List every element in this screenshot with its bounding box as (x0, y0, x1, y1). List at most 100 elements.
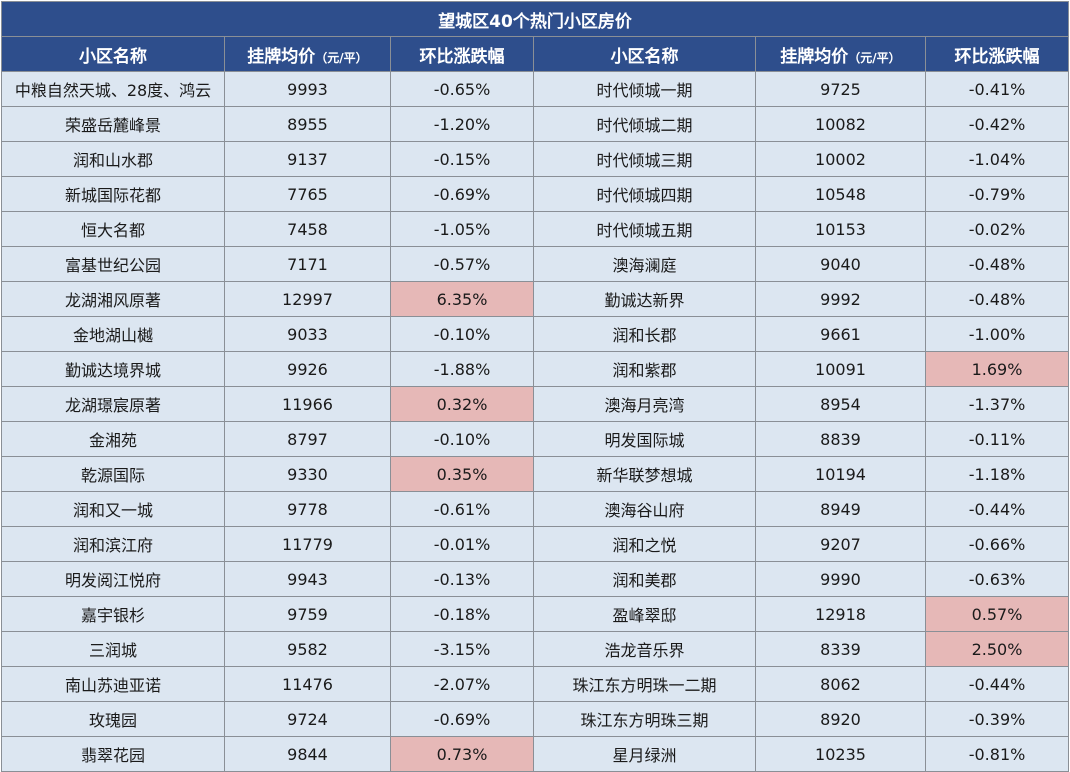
right-name-cell: 润和之悦 (533, 526, 756, 562)
left-name-cell: 中粮自然天城、28度、鸿云 (1, 71, 225, 107)
left-change-cell: -0.10% (390, 316, 534, 352)
left-name-cell: 勤诚达境界城 (1, 351, 225, 387)
left-name-cell: 三润城 (1, 631, 225, 667)
left-price-cell: 9943 (224, 561, 391, 597)
left-name-cell: 新城国际花都 (1, 176, 225, 212)
table-row: 润和山水郡 9137 -0.15% 时代倾城三期 10002 -1.04% (1, 141, 1070, 177)
right-price-cell: 10548 (755, 176, 926, 212)
right-name-cell: 润和紫郡 (533, 351, 756, 387)
right-price-cell: 8949 (755, 491, 926, 527)
table-row: 荣盛岳麓峰景 8955 -1.20% 时代倾城二期 10082 -0.42% (1, 106, 1070, 142)
left-change-cell: -0.10% (390, 421, 534, 457)
right-change-cell: -1.18% (924, 456, 1070, 492)
left-price-cell: 9724 (224, 701, 391, 737)
table-row: 勤诚达境界城 9926 -1.88% 润和紫郡 10091 1.69% (1, 351, 1070, 387)
left-name-cell: 嘉宇银杉 (1, 596, 225, 632)
right-price-cell: 10235 (755, 736, 926, 772)
right-name-cell: 勤诚达新界 (533, 281, 756, 317)
right-change-cell-rise: 2.50% (924, 631, 1070, 667)
table-row: 新城国际花都 7765 -0.69% 时代倾城四期 10548 -0.79% (1, 176, 1070, 212)
left-price-cell: 9844 (224, 736, 391, 772)
left-price-cell: 8955 (224, 106, 391, 142)
table-row: 南山苏迪亚诺 11476 -2.07% 珠江东方明珠一二期 8062 -0.44% (1, 666, 1070, 702)
right-change-cell: -0.48% (924, 281, 1070, 317)
table-row: 明发阅江悦府 9943 -0.13% 润和美郡 9990 -0.63% (1, 561, 1070, 597)
left-name-cell: 乾源国际 (1, 456, 225, 492)
right-price-cell: 9661 (755, 316, 926, 352)
right-price-cell: 8339 (755, 631, 926, 667)
left-price-cell: 9137 (224, 141, 391, 177)
left-price-cell: 12997 (224, 281, 391, 317)
left-change-cell: -0.18% (390, 596, 534, 632)
header-price-label: 挂牌均价 (247, 46, 316, 67)
right-price-cell: 9207 (755, 526, 926, 562)
right-price-cell: 8839 (755, 421, 926, 457)
left-name-cell: 润和山水郡 (1, 141, 225, 177)
left-change-cell: -0.57% (390, 246, 534, 282)
left-price-cell: 7171 (224, 246, 391, 282)
left-name-cell: 翡翠花园 (1, 736, 225, 772)
right-price-cell: 8920 (755, 701, 926, 737)
header-price-unit: （元/平） (848, 50, 901, 65)
table-row: 翡翠花园 9844 0.73% 星月绿洲 10235 -0.81% (1, 736, 1070, 772)
left-change-cell: -3.15% (390, 631, 534, 667)
table-row: 金地湖山樾 9033 -0.10% 润和长郡 9661 -1.00% (1, 316, 1070, 352)
right-change-cell: -0.81% (924, 736, 1070, 772)
left-change-cell: -0.61% (390, 491, 534, 527)
right-change-cell: -1.04% (924, 141, 1070, 177)
left-change-cell-rise: 0.32% (390, 386, 534, 422)
left-price-cell: 9033 (224, 316, 391, 352)
header-name-right: 小区名称 (533, 36, 756, 72)
right-change-cell: -0.44% (924, 491, 1070, 527)
right-name-cell: 明发国际城 (533, 421, 756, 457)
right-change-cell-rise: 1.69% (924, 351, 1070, 387)
left-change-cell: -0.69% (390, 176, 534, 212)
left-price-cell: 7765 (224, 176, 391, 212)
right-price-cell: 9040 (755, 246, 926, 282)
left-price-cell: 7458 (224, 211, 391, 247)
right-change-cell: -0.48% (924, 246, 1070, 282)
left-change-cell: -1.05% (390, 211, 534, 247)
left-price-cell: 11966 (224, 386, 391, 422)
left-change-cell: -0.01% (390, 526, 534, 562)
right-change-cell: -0.79% (924, 176, 1070, 212)
left-change-cell-rise: 6.35% (390, 281, 534, 317)
right-price-cell: 12918 (755, 596, 926, 632)
right-change-cell: -0.63% (924, 561, 1070, 597)
header-price-unit: （元/平） (315, 50, 368, 65)
right-name-cell: 新华联梦想城 (533, 456, 756, 492)
left-change-cell: -1.88% (390, 351, 534, 387)
right-name-cell: 时代倾城一期 (533, 71, 756, 107)
left-change-cell-rise: 0.35% (390, 456, 534, 492)
left-price-cell: 9926 (224, 351, 391, 387)
right-name-cell: 时代倾城四期 (533, 176, 756, 212)
right-name-cell: 浩龙音乐界 (533, 631, 756, 667)
left-price-cell: 9582 (224, 631, 391, 667)
right-name-cell: 时代倾城五期 (533, 211, 756, 247)
right-price-cell: 8062 (755, 666, 926, 702)
right-change-cell: -1.37% (924, 386, 1070, 422)
right-price-cell: 10002 (755, 141, 926, 177)
left-price-cell: 8797 (224, 421, 391, 457)
left-change-cell: -0.13% (390, 561, 534, 597)
right-name-cell: 盈峰翠邸 (533, 596, 756, 632)
left-change-cell: -2.07% (390, 666, 534, 702)
left-change-cell: -1.20% (390, 106, 534, 142)
left-price-cell: 9993 (224, 71, 391, 107)
left-name-cell: 龙湖湘风原著 (1, 281, 225, 317)
right-name-cell: 润和长郡 (533, 316, 756, 352)
table-row: 中粮自然天城、28度、鸿云 9993 -0.65% 时代倾城一期 9725 -0.41% (1, 71, 1070, 107)
table-row: 龙湖湘风原著 12997 6.35% 勤诚达新界 9992 -0.48% (1, 281, 1070, 317)
right-name-cell: 时代倾城二期 (533, 106, 756, 142)
right-change-cell: -0.41% (924, 71, 1070, 107)
left-name-cell: 玫瑰园 (1, 701, 225, 737)
header-change-left: 环比涨跌幅 (390, 36, 534, 72)
table-row: 富基世纪公园 7171 -0.57% 澳海澜庭 9040 -0.48% (1, 246, 1070, 282)
right-change-cell-rise: 0.57% (924, 596, 1070, 632)
left-name-cell: 明发阅江悦府 (1, 561, 225, 597)
header-price-right: 挂牌均价（元/平） (755, 36, 926, 72)
left-name-cell: 荣盛岳麓峰景 (1, 106, 225, 142)
table-row: 润和又一城 9778 -0.61% 澳海谷山府 8949 -0.44% (1, 491, 1070, 527)
right-name-cell: 时代倾城三期 (533, 141, 756, 177)
left-name-cell: 富基世纪公园 (1, 246, 225, 282)
